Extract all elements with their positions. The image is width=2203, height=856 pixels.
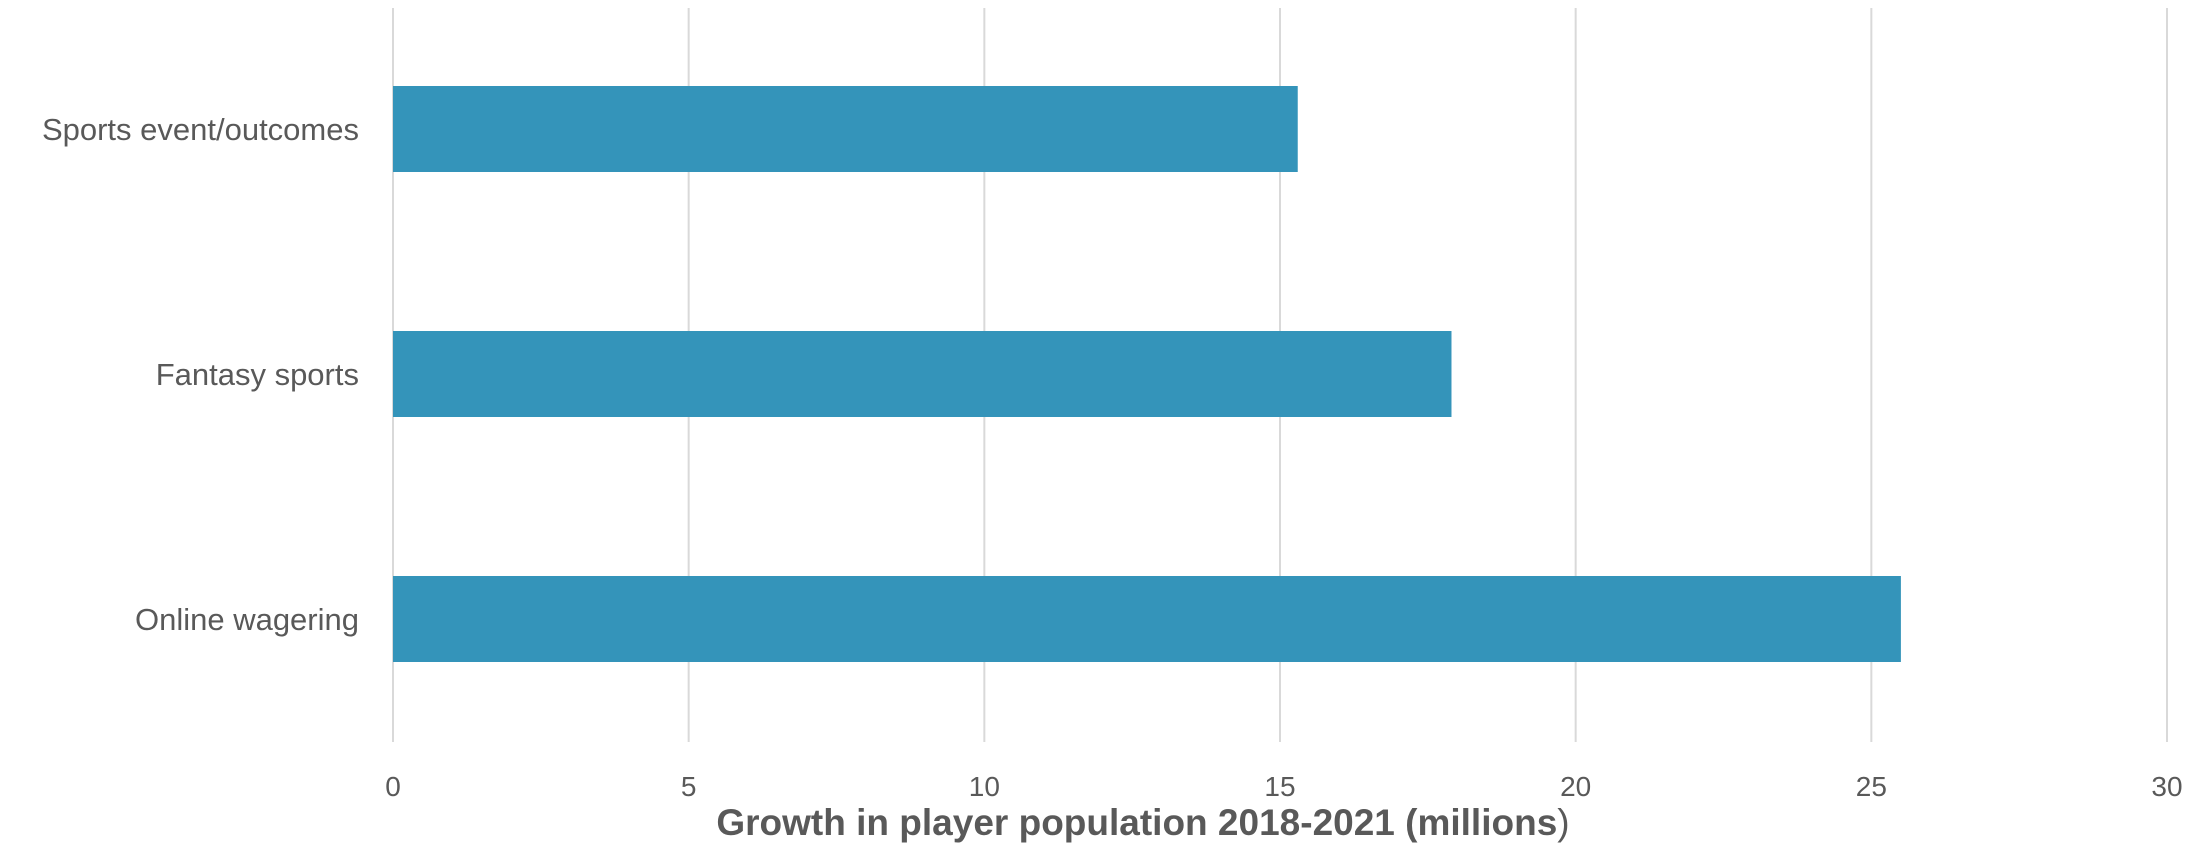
bar: [393, 86, 1298, 172]
x-tick-label: 25: [1856, 771, 1887, 802]
x-tick-label: 5: [681, 771, 697, 802]
x-axis-title-main: Growth in player population 2018-2021 (m…: [716, 802, 1557, 843]
category-label: Fantasy sports: [156, 357, 359, 392]
bar: [393, 331, 1452, 417]
x-tick-label: 0: [385, 771, 401, 802]
x-tick-label: 30: [2151, 771, 2182, 802]
bar: [393, 576, 1901, 662]
x-tick-label: 15: [1264, 771, 1295, 802]
x-tick-labels: 0 5 10 15 20 25 30: [385, 771, 2182, 802]
category-label: Sports event/outcomes: [42, 112, 359, 147]
category-label: Online wagering: [135, 602, 359, 637]
category-labels: Sports event/outcomes Fantasy sports Onlin…: [42, 112, 359, 637]
bars: [393, 86, 1901, 662]
x-tick-label: 10: [969, 771, 1000, 802]
x-axis-title: Growth in player population 2018-2021 (m…: [716, 802, 1569, 843]
x-tick-label: 20: [1560, 771, 1591, 802]
x-axis-title-suffix: ): [1557, 802, 1569, 843]
